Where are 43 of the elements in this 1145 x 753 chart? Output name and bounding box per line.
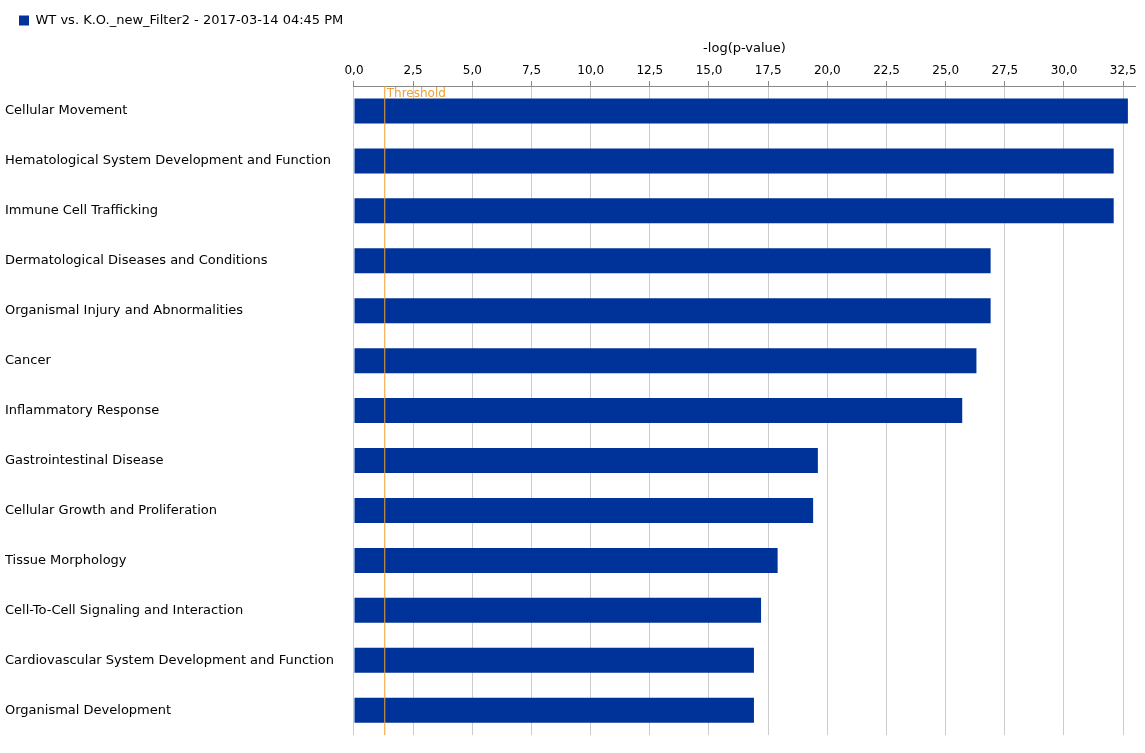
x-tick-label: 5,0 xyxy=(462,62,482,77)
bar xyxy=(354,547,778,573)
bar xyxy=(354,398,963,424)
bar xyxy=(354,298,991,324)
bar xyxy=(354,348,977,374)
x-tick-label: 30,0 xyxy=(1050,62,1078,77)
x-tick-label: 32,5 xyxy=(1109,62,1137,77)
y-tick-label: Cellular Growth and Proliferation xyxy=(5,501,218,517)
bar xyxy=(354,497,814,523)
bar xyxy=(354,448,818,474)
y-tick-label: Organismal Development xyxy=(5,701,172,717)
y-tick-label: Hematological System Development and Function xyxy=(5,152,331,168)
x-tick-label: 2,5 xyxy=(403,62,423,77)
bar xyxy=(354,647,754,673)
y-tick-label: Tissue Morphology xyxy=(4,551,127,567)
y-tick-label: Dermatological Diseases and Conditions xyxy=(5,252,268,268)
x-tick-label: 27,5 xyxy=(991,62,1019,77)
bar xyxy=(354,697,754,723)
x-tick-label: 17,5 xyxy=(754,62,782,77)
y-tick-label: Immune Cell Trafficking xyxy=(5,202,158,218)
x-tick-label: 15,0 xyxy=(695,62,723,77)
y-tick-label: Cell-To-Cell Signaling and Interaction xyxy=(5,601,244,617)
y-tick-label: Organismal Injury and Abnormalities xyxy=(5,302,244,318)
x-tick-label: 7,5 xyxy=(521,62,542,77)
y-tick-label: Cancer xyxy=(5,352,52,368)
ref-line-label: Threshold xyxy=(385,86,446,101)
x-tick-label: 22,5 xyxy=(873,62,900,77)
y-tick-label: Cellular Movement xyxy=(5,102,128,118)
x-tick-label: 10,0 xyxy=(577,62,605,77)
x-tick-label: 0,0 xyxy=(344,62,364,77)
x-tick-label: 12,5 xyxy=(636,62,664,77)
x-tick-label: 25,0 xyxy=(932,62,960,77)
x-tick-label: 20,0 xyxy=(813,62,841,77)
y-tick-label: Cardiovascular System Development and Function xyxy=(5,651,334,667)
bar xyxy=(354,98,1128,124)
bar xyxy=(354,597,762,623)
y-tick-label: Inflammatory Response xyxy=(5,401,160,417)
y-tick-label: Gastrointestinal Disease xyxy=(5,451,164,467)
bar xyxy=(354,248,991,274)
x-axis-title: -log(p-value) xyxy=(703,40,786,56)
bar xyxy=(354,148,1114,174)
bar xyxy=(354,198,1114,224)
legend-label: WT vs. K.O._new_Filter2 - 2017-03-14 04:45 PM xyxy=(35,11,344,27)
